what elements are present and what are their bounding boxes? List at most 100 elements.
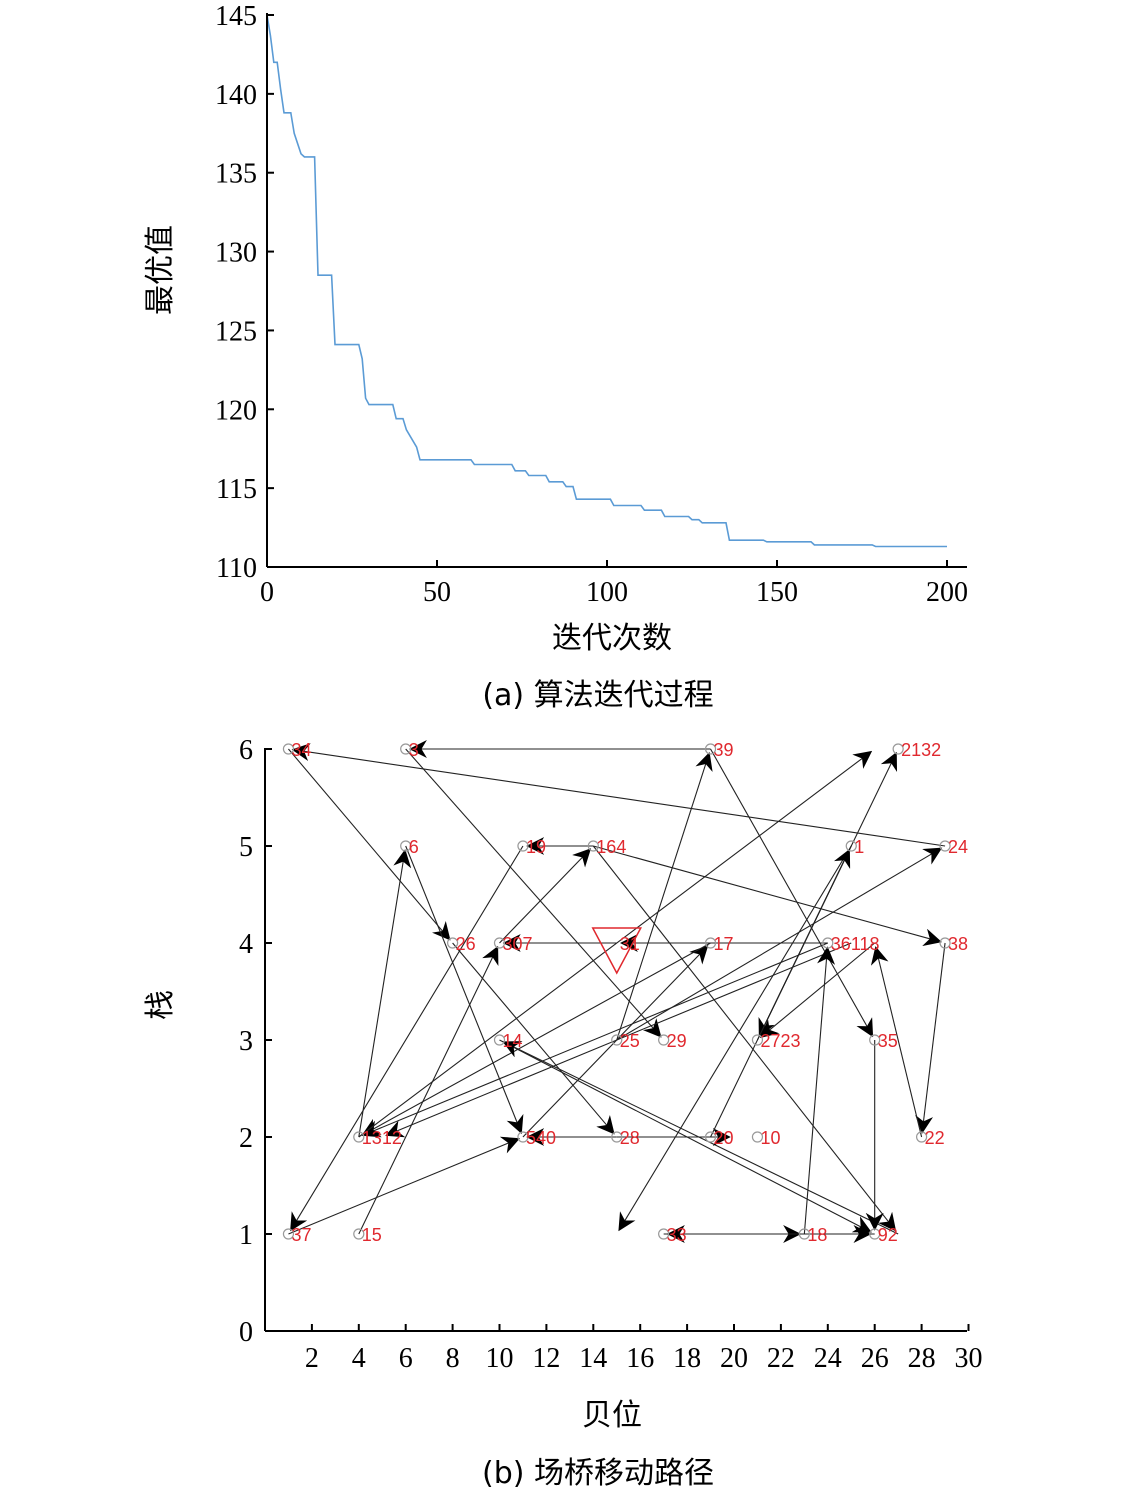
move-arrow [618,845,852,1232]
move-arrows [288,740,946,1243]
x-tick-label: 30 [955,1343,983,1374]
point-marker [587,840,599,852]
point-marker [822,937,834,949]
move-arrow [593,845,942,947]
x-tick-label: 24 [814,1343,842,1374]
point-marker [517,1131,529,1143]
point-marker [447,937,459,949]
bay-point: 10 [751,1128,780,1148]
y-tick-label: 140 [215,80,257,111]
point-label: 6 [409,837,419,857]
move-arrow [870,946,923,1138]
point-label: 33 [667,1225,687,1245]
bay-points: 34 3 39 2132 6 19 164 1 24 26 307 17 36118 38 14 25 29 27… [282,740,968,1245]
point-label: 17 [714,934,734,954]
move-arrow [405,845,524,1135]
point-label: 307 [503,934,533,954]
x-axis-label: 贝位 [582,1398,642,1433]
move-arrow [710,748,874,1038]
point-label: 10 [760,1128,780,1148]
move-arrow [522,945,709,1138]
x-tick-label: 100 [586,577,628,608]
bay-point: 39 [704,740,734,760]
point-label: 164 [596,837,626,857]
y-tick-label: 125 [215,316,257,347]
point-label: 1312 [362,1128,402,1148]
x-tick-label: 14 [579,1343,607,1374]
point-marker [493,1034,506,1046]
point-marker [869,1034,881,1046]
point-label: 18 [807,1225,827,1245]
y-tick-label: 5 [239,832,253,863]
move-arrow [288,1136,520,1235]
point-marker [517,840,529,852]
point-label: 19 [526,837,546,857]
point-label: 38 [948,934,968,954]
point-label: 28 [620,1128,640,1148]
move-arrow [358,945,499,1235]
point-label: 540 [526,1128,556,1148]
point-label: 92 [878,1225,898,1245]
point-label: 3 [409,740,419,760]
y-ticks: 0 1 2 3 4 5 6 [239,735,272,1348]
x-tick-label: 18 [673,1343,701,1374]
move-arrow [452,942,615,1135]
x-tick-label: 150 [756,577,798,608]
point-label: 25 [620,1031,640,1051]
bay-point: 1 [845,837,864,857]
point-marker [611,1034,623,1046]
x-axis-label: 迭代次数 [552,621,672,656]
y-tick-label: 6 [239,735,253,766]
move-arrow [290,845,524,1232]
bay-point: 15 [353,1225,382,1245]
point-label: 29 [667,1031,687,1051]
point-label: 36118 [831,934,880,954]
y-tick-label: 4 [239,929,253,960]
move-arrow [616,847,943,1041]
y-tick-label: 110 [216,553,257,584]
bay-point: 6 [400,837,419,857]
x-tick-label: 10 [486,1343,514,1374]
bay-point: 28 [611,1128,640,1148]
point-label: 2132 [901,740,941,760]
bay-point: 36118 [822,934,880,954]
point-label: 2723 [760,1031,800,1051]
point-label: 35 [878,1031,898,1051]
y-axis-label: 栈 [143,990,178,1020]
move-arrow [358,750,873,1138]
bay-point: 24 [939,837,968,857]
move-arrow [361,942,829,1138]
point-label: 20 [714,1128,734,1148]
y-tick-label: 145 [215,1,257,32]
convergence-chart: 0 50 100 150 200 110 115 120 125 130 135 140 145 迭代… [143,1,968,713]
point-label: 24 [948,837,968,857]
x-tick-label: 16 [626,1343,654,1374]
x-tick-label: 28 [908,1343,936,1374]
point-marker [353,1228,365,1240]
bay-point: 29 [658,1031,687,1051]
move-arrow [502,1041,899,1235]
move-arrow [803,946,836,1235]
y-axis-label: 最优值 [143,225,178,315]
move-arrow [710,848,851,1138]
point-marker [400,840,412,852]
bay-point: 164 [587,837,626,857]
start-triangle [591,927,642,975]
point-marker [658,1034,670,1046]
best-value-line [266,14,947,548]
bay-point: 25 [611,1031,640,1051]
move-arrow [288,748,451,941]
x-tick-label: 20 [720,1343,748,1374]
caption-a: (a) 算法迭代过程 [482,678,713,713]
move-arrow [291,743,946,847]
y-tick-label: 115 [216,474,257,505]
point-label: 14 [503,1031,523,1051]
x-tick-label: 0 [260,577,274,608]
bay-point: 540 [517,1128,556,1148]
point-label: 26 [456,934,476,954]
move-arrow [405,748,662,1038]
bay-point: 14 [493,1031,523,1051]
point-marker [892,743,904,755]
